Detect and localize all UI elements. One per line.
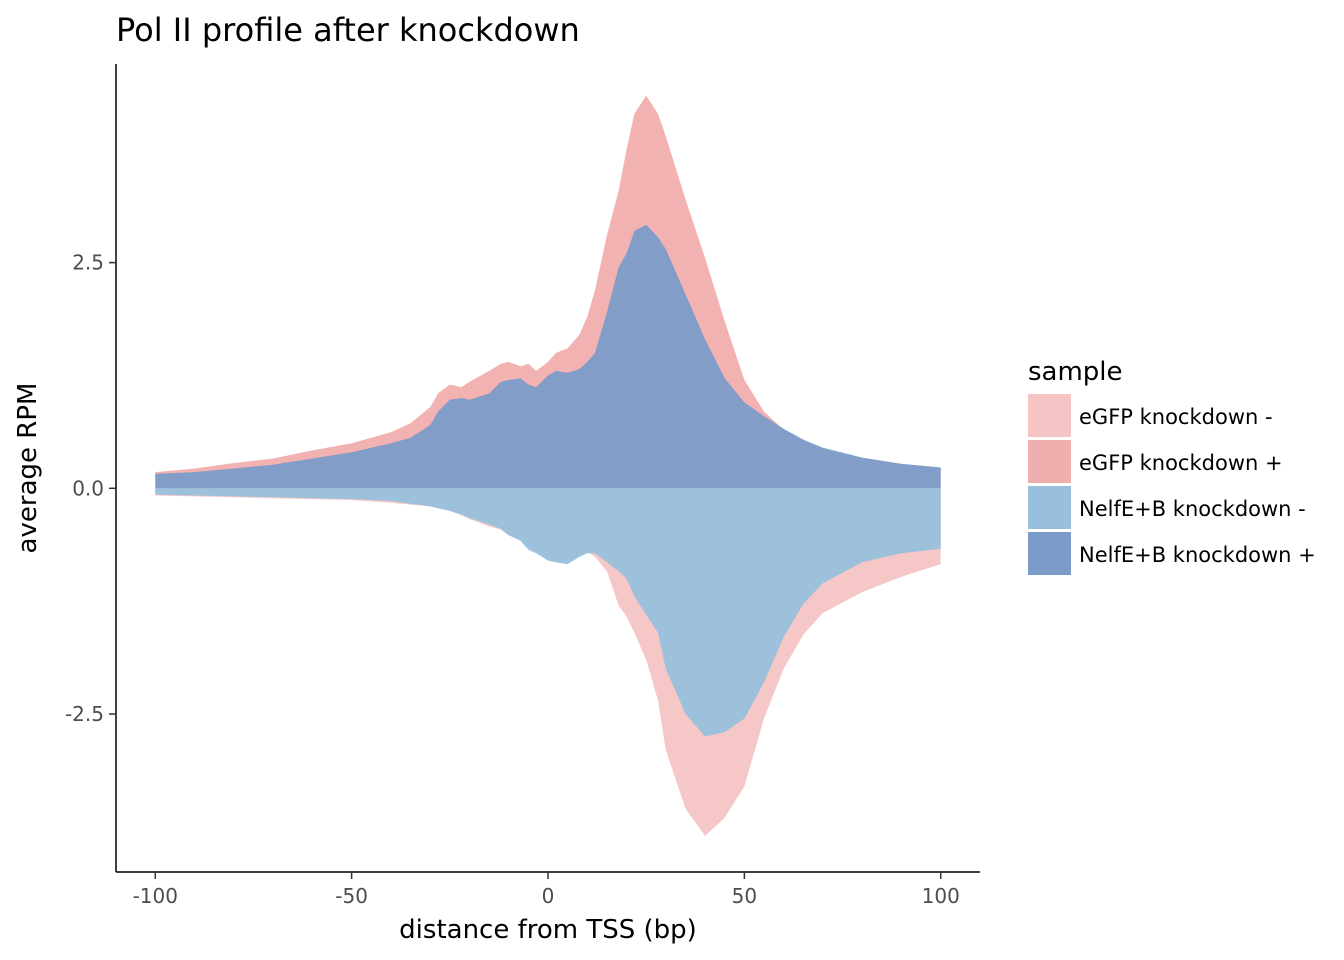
legend-swatch: [1028, 532, 1071, 575]
y-tick-label: 0.0: [72, 476, 104, 500]
legend-swatch: [1028, 394, 1071, 437]
legend-title: sample: [1028, 357, 1123, 387]
area-egfp-knockdown-plus: [155, 95, 941, 489]
area-nelfe-b-knockdown-minus: [155, 488, 941, 737]
x-tick-label: 50: [732, 884, 757, 908]
x-tick-label: -50: [335, 884, 368, 908]
x-tick-label: 100: [922, 884, 960, 908]
y-axis-ticks: -2.5 0.0 2.5: [65, 251, 116, 726]
legend-label: NelfE+B knockdown +: [1079, 543, 1316, 567]
legend-label: NelfE+B knockdown -: [1079, 497, 1306, 521]
area-nelfe-b-knockdown-plus: [155, 224, 941, 489]
legend-swatch: [1028, 486, 1071, 529]
y-tick-label: -2.5: [65, 702, 104, 726]
chart-title: Pol II profile after knockdown: [116, 11, 580, 49]
x-tick-label: 0: [542, 884, 555, 908]
y-axis-title: average RPM: [13, 383, 43, 554]
y-tick-label: 2.5: [72, 251, 104, 275]
x-axis-ticks: -100 -50 0 50 100: [133, 872, 960, 908]
plot-areas: [155, 95, 941, 836]
legend-label: eGFP knockdown +: [1079, 451, 1283, 475]
legend: sample eGFP knockdown - eGFP knockdown + N…: [1028, 357, 1316, 575]
x-tick-label: -100: [133, 884, 178, 908]
legend-swatch: [1028, 440, 1071, 483]
legend-label: eGFP knockdown -: [1079, 405, 1273, 429]
x-axis-title: distance from TSS (bp): [399, 915, 697, 945]
